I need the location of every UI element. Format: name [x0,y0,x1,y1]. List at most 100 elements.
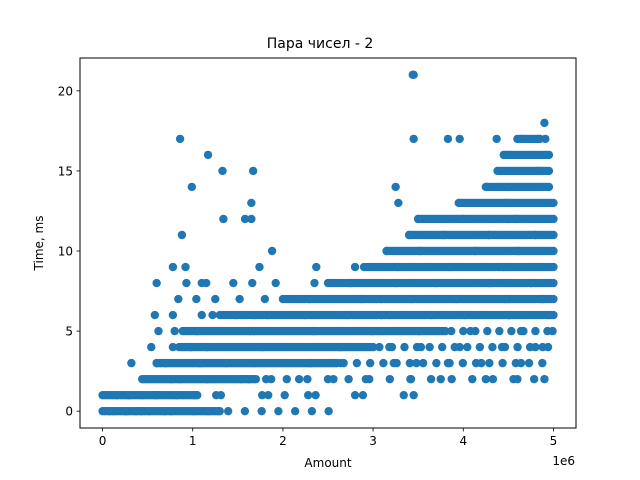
data-point [517,134,527,144]
data-point [459,326,468,336]
data-point [543,342,553,352]
data-point [219,214,228,224]
data-point [248,278,257,288]
data-point [481,374,491,384]
data-point [415,246,425,256]
data-point [138,374,147,384]
data-point [439,230,448,240]
data-point [499,150,509,160]
data-point [192,294,201,304]
data-point [505,310,514,320]
data-point [305,294,315,304]
data-point [540,118,549,128]
data-point [533,166,543,176]
data-point [443,358,453,368]
data-point [400,342,409,352]
data-point [138,390,147,400]
data-point [218,166,227,176]
data-point [409,70,418,80]
data-point [447,326,456,336]
data-point [512,214,521,224]
data-point [336,342,345,352]
data-point [544,310,554,320]
data-point [507,326,516,336]
data-point [175,134,185,144]
data-point [531,326,540,336]
data-point [455,134,464,144]
data-point [170,326,179,336]
data-point [294,374,304,384]
data-point [161,358,170,368]
data-point [416,342,426,352]
data-point [459,214,468,224]
data-point [307,406,317,416]
data-point [324,406,333,416]
data-point [475,342,485,352]
data-point [549,214,558,224]
x-tick-label: 2 [279,434,287,448]
y-axis-label: Time, ms [32,216,46,272]
data-point [455,342,464,352]
data-point [488,374,498,384]
data-point [303,390,313,400]
y-tick-label: 5 [65,325,73,339]
data-point [406,374,416,384]
data-point [432,278,441,288]
y-tick-label: 0 [65,405,73,419]
data-point [495,326,504,336]
data-point [189,406,198,416]
data-point [497,342,507,352]
data-point [425,342,434,352]
data-point [153,390,162,400]
data-point [346,278,355,288]
data-point [406,294,416,304]
data-point [137,406,146,416]
data-point [229,278,238,288]
data-point [211,294,220,304]
data-point [197,310,206,320]
data-point [485,358,494,368]
data-point [235,294,244,304]
chart-title: Пара чисел - 2 [267,36,374,52]
plot-frame [79,57,577,429]
data-point [202,278,211,288]
data-point [482,182,491,192]
data-point [174,294,183,304]
data-point [500,294,509,304]
data-point [152,278,161,288]
data-point [488,342,497,352]
data-point [181,262,190,272]
data-point [463,342,472,352]
data-point [195,358,205,368]
data-point [211,390,221,400]
data-point [498,358,507,368]
y-axis: 0 5 10 15 20 [58,84,80,419]
data-point [221,358,231,368]
data-point [516,358,526,368]
data-point [344,374,353,384]
data-point [182,278,191,288]
data-point [290,406,300,416]
data-point [389,358,399,368]
data-point [166,406,176,416]
data-point [483,326,492,336]
data-point [214,406,224,416]
data-point [391,182,400,192]
data-point [255,262,264,272]
data-point [427,310,436,320]
data-point [166,374,176,384]
data-point [350,262,360,272]
data-point [203,406,213,416]
data-point [426,374,436,384]
data-point [172,390,181,400]
data-point [202,374,212,384]
data-point [484,230,493,240]
data-point [154,326,163,336]
data-point [177,230,187,240]
data-point [305,358,315,368]
data-point [418,358,428,368]
data-point [237,374,246,384]
data-point [120,406,130,416]
data-point [492,134,501,144]
data-point [202,342,212,352]
